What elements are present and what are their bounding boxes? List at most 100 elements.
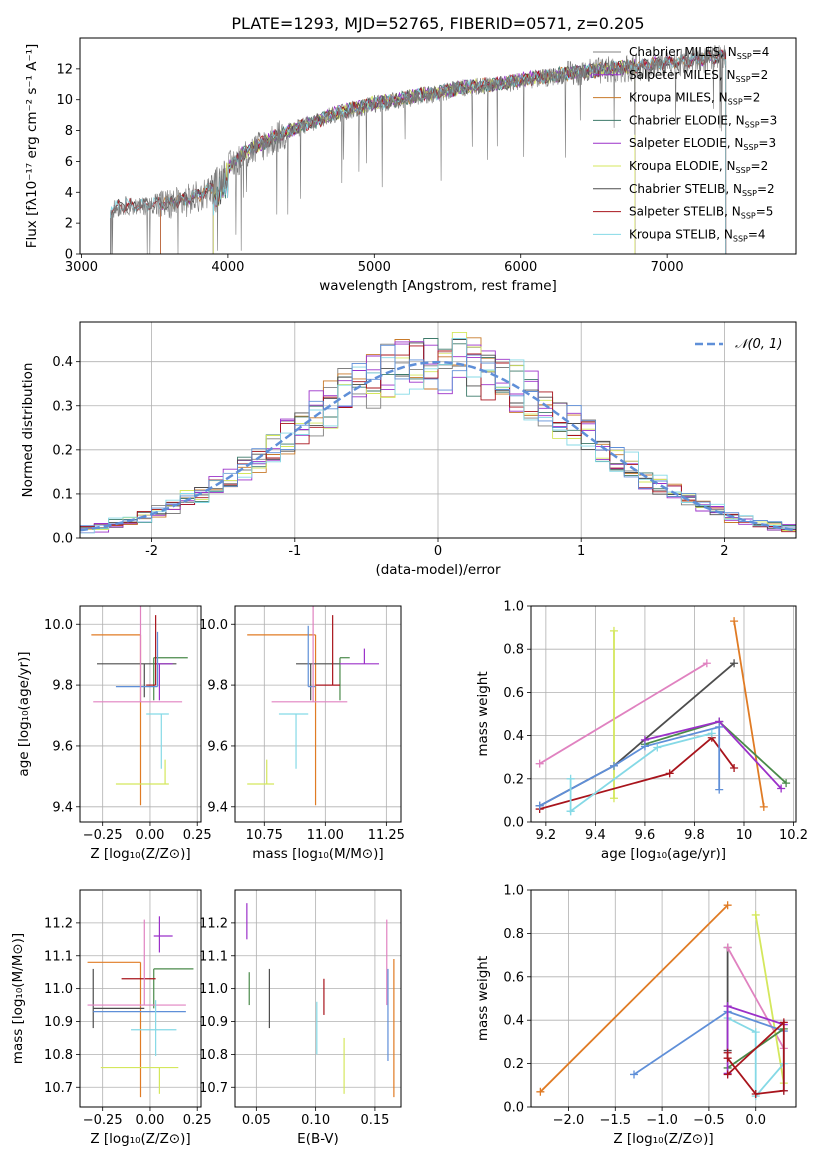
- weight-marker: [751, 910, 760, 919]
- weight-marker: [653, 743, 662, 752]
- weight-marker: [535, 759, 544, 768]
- x-tick-label: 0: [434, 544, 442, 559]
- x-tick-label: 0.0: [745, 1113, 766, 1128]
- legend-entry: Chabrier STELIB, NSSP=2: [629, 182, 775, 198]
- weight-marker: [777, 784, 786, 793]
- x-tick-label: 9.4: [585, 828, 606, 843]
- legend-subscript: SSP: [736, 75, 751, 84]
- x-tick-label: 5000: [358, 260, 391, 275]
- x-tick-label: 0.00: [135, 1113, 164, 1128]
- y-tick-label: 9.4: [52, 800, 73, 815]
- figure-title: PLATE=1293, MJD=52765, FIBERID=0571, z=0…: [231, 14, 644, 33]
- age_vs_mass-frame: [234, 605, 402, 823]
- y-tick-label: 9.8: [207, 679, 228, 694]
- y-tick-label: 0.2: [52, 443, 73, 458]
- y-tick-label: 0.4: [52, 355, 73, 370]
- x-tick-label: 9.2: [536, 828, 557, 843]
- y-tick-label: 1.0: [503, 600, 524, 615]
- mass_vs_EBV-axes: 0.05 0.10 0.15 10.7 10.8 10.9 11.0 11.1 11.2 E(B-…: [199, 890, 401, 1147]
- legend-entry: 𝒩(0, 1): [735, 337, 782, 352]
- x-tick-label: 0.10: [301, 1113, 330, 1128]
- y-tick-label: 0.1: [52, 487, 73, 502]
- legend-entry: Salpeter MILES, NSSP=2: [629, 68, 768, 84]
- x-axis-label: E(B-V): [297, 1131, 339, 1147]
- legend-entry: Chabrier ELODIE, NSSP=3: [629, 113, 777, 129]
- weight_vs_age-series: [535, 617, 791, 816]
- weight-marker: [782, 779, 791, 788]
- x-tick-label: 9.6: [635, 828, 656, 843]
- mass_vs_EBV-points: [246, 903, 395, 1098]
- x-tick-label: -2: [145, 544, 158, 559]
- y-tick-label: 9.8: [52, 679, 73, 694]
- weight-line: [754, 914, 785, 1084]
- y-axis-label: mass weight: [475, 671, 491, 756]
- y-tick-label: 8: [65, 124, 73, 139]
- x-tick-label: 0.05: [242, 1113, 271, 1128]
- x-axis-label: Z [log₁₀(Z/Z⊙)]: [90, 1131, 190, 1147]
- residuals-frame: [79, 321, 797, 539]
- y-tick-label: 0.8: [503, 927, 524, 942]
- weight-marker: [723, 943, 732, 952]
- y-tick-label: 10.8: [199, 1048, 228, 1063]
- y-tick-label: 10: [56, 93, 73, 108]
- legend-tail: =2: [751, 68, 769, 82]
- x-axis-label: Z [log₁₀(Z/Z⊙)]: [613, 1131, 713, 1147]
- x-axis-label: mass [log₁₀(M/M⊙)]: [252, 846, 383, 862]
- weight-marker: [702, 659, 711, 668]
- weight_vs_Z-frame: [530, 889, 797, 1108]
- x-tick-label: 0.25: [183, 828, 212, 843]
- weight-marker: [566, 807, 575, 816]
- x-tick-label: −1.0: [646, 1113, 678, 1128]
- spectrum-axes: 3000 4000 5000 6000 7000 0 2 4 6 8 10 12 wavelength …: [24, 44, 684, 294]
- x-tick-label: 2: [720, 544, 728, 559]
- y-tick-label: 0.6: [503, 686, 524, 701]
- x-tick-label: 11.00: [307, 828, 344, 843]
- y-tick-label: 0.3: [52, 399, 73, 414]
- y-tick-label: 10.9: [44, 1015, 73, 1030]
- x-tick-label: −1.5: [599, 1113, 631, 1128]
- x-tick-label: 10: [736, 828, 753, 843]
- y-tick-label: 10.9: [199, 1015, 228, 1030]
- spectrum-frame: [79, 37, 797, 255]
- y-tick-label: 6: [65, 155, 73, 170]
- weight-line: [569, 732, 713, 813]
- legend-subscript: SSP: [736, 166, 751, 175]
- y-axis-label: mass [log₁₀(M/M⊙)]: [10, 933, 26, 1064]
- y-tick-label: 9.6: [52, 739, 73, 754]
- legend-tail: =3: [758, 136, 776, 150]
- y-tick-label: 10.7: [199, 1081, 228, 1096]
- weight-line: [539, 904, 729, 1093]
- x-tick-label: 7000: [651, 260, 684, 275]
- weight-line: [539, 662, 708, 765]
- legend-entry: Kroupa STELIB, NSSP=4: [629, 227, 766, 243]
- weight-marker: [630, 1070, 639, 1079]
- weight-marker: [535, 801, 544, 810]
- y-tick-label: 0.4: [503, 729, 524, 744]
- y-tick-label: 10.7: [44, 1081, 73, 1096]
- observed-spectrum-line: [110, 45, 726, 254]
- weight_vs_Z-series: [536, 901, 788, 1101]
- legend-tail: =2: [751, 159, 769, 173]
- x-tick-label: 4000: [211, 260, 244, 275]
- y-tick-label: 0.4: [503, 1014, 524, 1029]
- legend-tail: =4: [748, 227, 766, 241]
- x-tick-label: −0.5: [693, 1113, 725, 1128]
- weight-marker: [723, 1070, 732, 1079]
- weight-marker: [723, 1002, 732, 1011]
- x-tick-label: 10.2: [779, 828, 808, 843]
- y-tick-label: 10.8: [44, 1048, 73, 1063]
- y-tick-label: 0.2: [503, 1057, 524, 1072]
- x-tick-label: 9.8: [684, 828, 705, 843]
- weight-marker: [751, 1089, 760, 1098]
- mass_vs_Z-frame: [79, 889, 202, 1108]
- weight-marker: [751, 1028, 760, 1037]
- legend-tail: =4: [752, 45, 770, 59]
- y-tick-label: 9.6: [207, 739, 228, 754]
- weight-marker: [536, 1087, 545, 1096]
- weight-marker: [730, 617, 739, 626]
- weight-marker: [779, 1086, 788, 1095]
- normal-curve: [80, 360, 794, 532]
- legend-entry: Chabrier MILES, NSSP=4: [629, 45, 769, 61]
- y-tick-label: 0.2: [503, 772, 524, 787]
